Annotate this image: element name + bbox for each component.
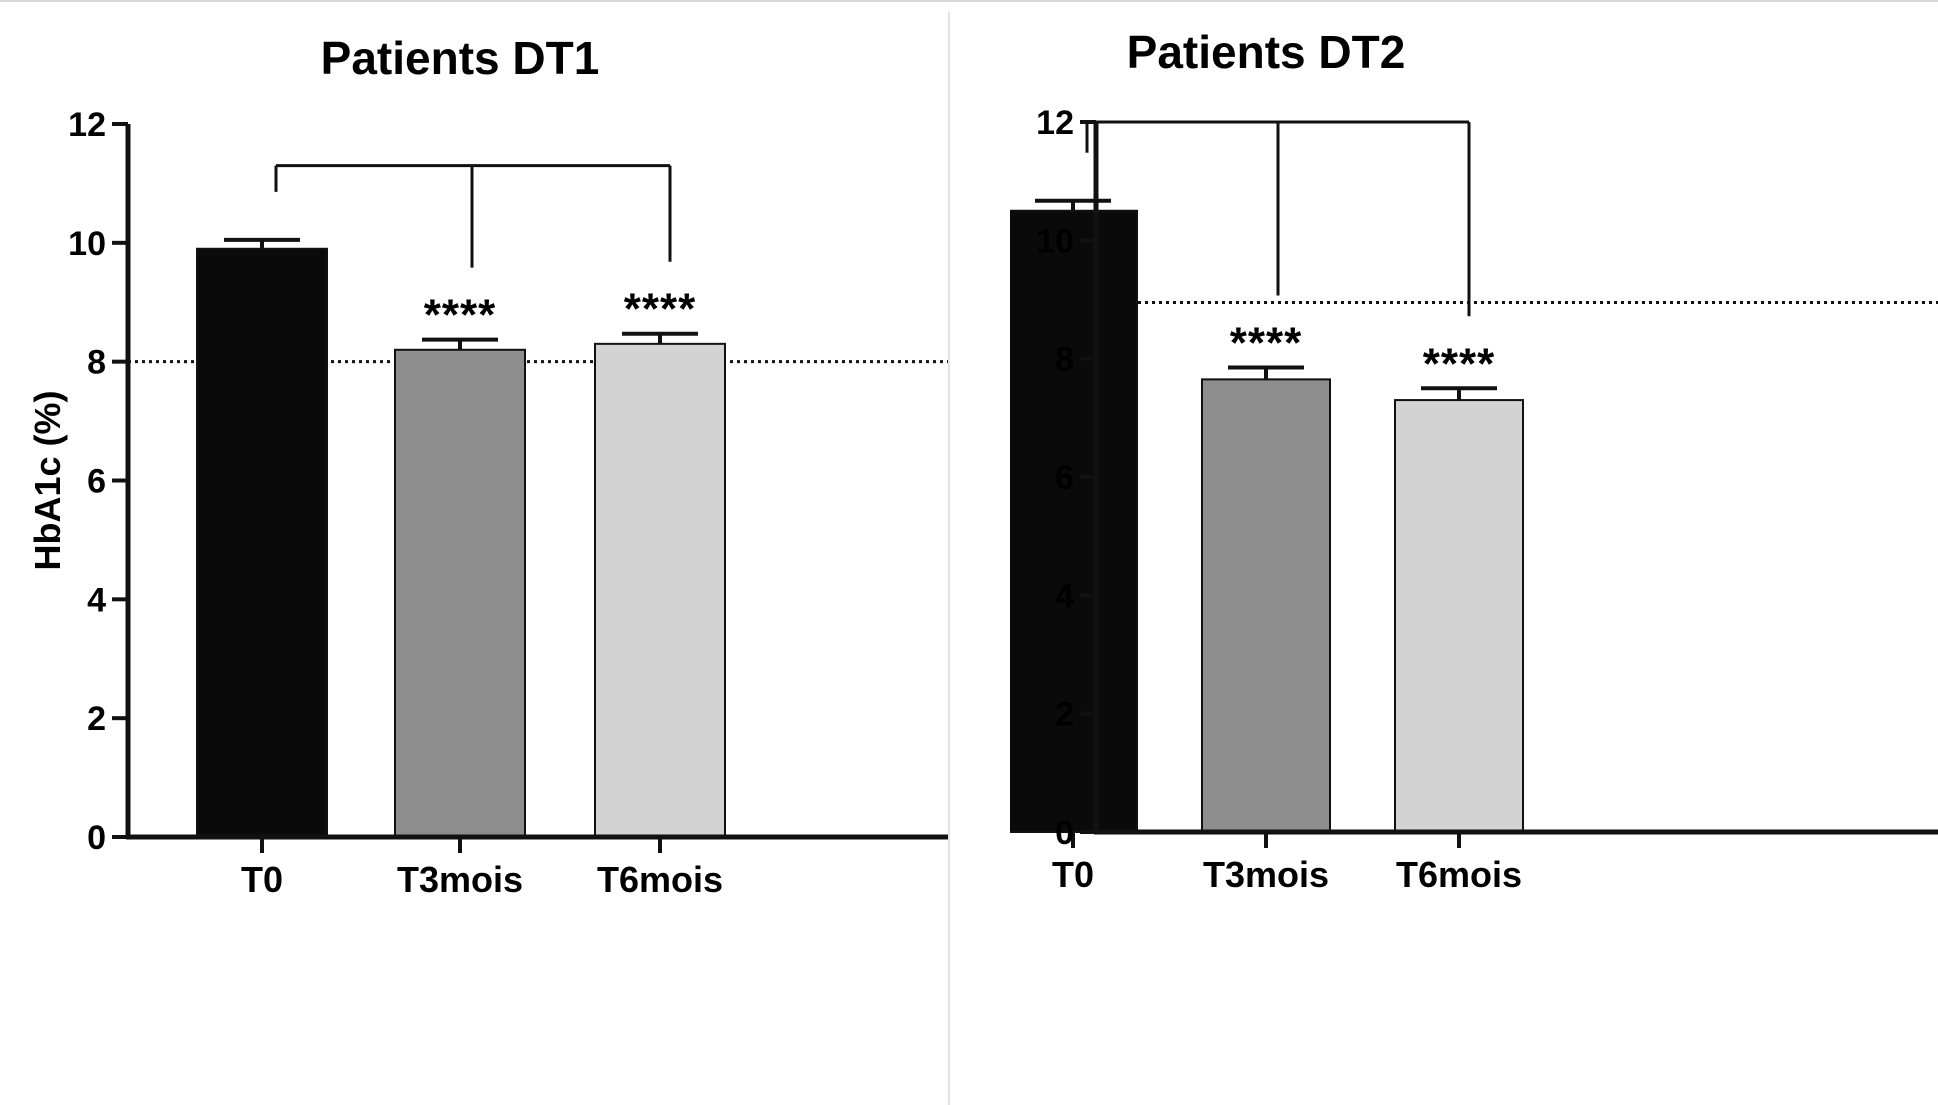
chart-title: Patients DT1: [321, 32, 600, 84]
panel-divider: [948, 12, 950, 1105]
y-tick-label: 0: [1055, 814, 1074, 852]
y-tick-label: 2: [87, 700, 106, 738]
bar-T6mois: [594, 342, 726, 838]
y-tick-label: 4: [1055, 577, 1074, 615]
chart-patients-dt1: Patients DT1 HbA1c (%) T0 **** T3mois **** T6m…: [27, 32, 950, 900]
significance-label: ****: [624, 285, 697, 334]
chart-title: Patients DT2: [1127, 26, 1406, 78]
y-tick-label: 10: [68, 225, 106, 263]
y-tick-label: 6: [87, 463, 106, 501]
y-tick-label: 12: [68, 106, 106, 144]
y-tick-label: 8: [1055, 341, 1074, 379]
significance-label: ****: [1423, 339, 1496, 388]
bar-T0: [1010, 209, 1138, 833]
category-label: T0: [241, 859, 283, 900]
y-tick-label: 2: [1055, 696, 1074, 734]
bar-T6mois: [1394, 399, 1524, 833]
category-label: T6mois: [597, 859, 723, 900]
chart-patients-dt2: Patients DT2HbA1c (%)T0****T3mois****T6m…: [1010, 26, 1938, 895]
y-tick-label: 10: [1036, 222, 1074, 260]
category-label: T6mois: [1396, 854, 1522, 895]
y-tick-label: 8: [87, 344, 106, 382]
y-tick-label: 12: [1036, 104, 1074, 142]
bar-T3mois: [1201, 378, 1331, 833]
bar-T3mois: [394, 348, 526, 838]
y-tick-label: 0: [87, 819, 106, 857]
y-tick-label: 6: [1055, 459, 1074, 497]
y-axis-label: HbA1c (%): [27, 390, 68, 570]
significance-label: ****: [424, 291, 497, 340]
category-label: T3mois: [1203, 854, 1329, 895]
significance-label: ****: [1230, 319, 1303, 368]
bar-T0: [196, 247, 328, 838]
category-label: T3mois: [397, 859, 523, 900]
y-tick-label: 4: [87, 581, 106, 619]
category-label: T0: [1052, 854, 1094, 895]
